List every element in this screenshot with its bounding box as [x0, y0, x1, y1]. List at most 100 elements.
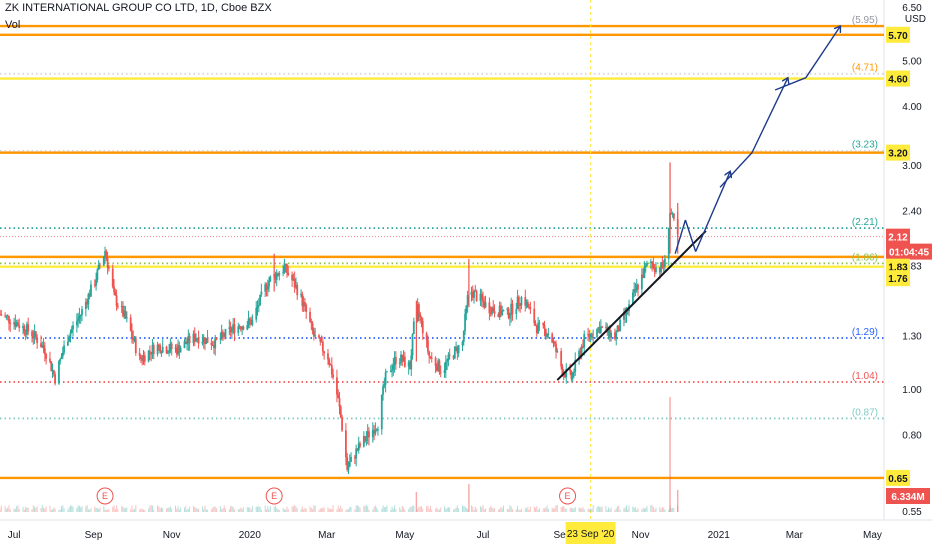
volume-bar-321	[574, 507, 576, 512]
candle-19	[33, 324, 36, 344]
candle-182	[327, 348, 329, 366]
candle-311	[556, 348, 559, 354]
candle-225	[402, 350, 405, 362]
candle-110	[196, 337, 199, 343]
volume-bar-127	[228, 508, 230, 512]
candle-268	[480, 289, 483, 307]
volume-bar-224	[401, 505, 403, 512]
volume-bar-60	[107, 509, 109, 512]
candle-196	[350, 452, 352, 463]
candle-304	[544, 328, 547, 340]
candle-259	[464, 308, 466, 336]
price-tick-3: 3.00	[902, 161, 922, 172]
candle-246	[439, 365, 442, 378]
volume-bar-257	[461, 505, 463, 512]
candle-85	[151, 338, 154, 360]
candle-65	[115, 289, 118, 311]
candle-26	[45, 352, 48, 365]
volume-bar-53	[95, 508, 97, 512]
volume-bar-150	[268, 509, 270, 512]
currency-label: USD	[905, 14, 926, 25]
svg-text:23 Sep '20: 23 Sep '20	[567, 529, 615, 540]
candle-368	[660, 262, 662, 276]
candle-300	[537, 317, 539, 335]
volume-bar-171	[305, 508, 307, 512]
candle-150	[268, 276, 270, 293]
candle-297	[533, 301, 536, 327]
volume-bar-121	[216, 508, 218, 512]
candle-240	[429, 356, 432, 360]
volume-bar-239	[428, 508, 430, 512]
candle-127	[228, 319, 231, 336]
candle-94	[168, 343, 171, 357]
candle-17	[31, 329, 33, 343]
volume-bar-112	[201, 506, 203, 512]
candle-73	[131, 323, 133, 344]
projection-segment-2	[695, 171, 731, 252]
candle-275	[492, 300, 495, 313]
volume-bar-322	[578, 507, 580, 512]
candle-164	[293, 271, 296, 293]
volume-bar-256	[458, 508, 460, 512]
candle-188	[337, 389, 340, 399]
candle-276	[493, 304, 496, 318]
volume-bar-226	[404, 509, 406, 512]
volume-bar-111	[198, 508, 200, 512]
volume-bar-11	[18, 508, 20, 512]
candle-247	[443, 362, 446, 378]
candle-237	[425, 331, 428, 348]
candle-76	[134, 335, 137, 356]
volume-bar-17	[31, 509, 33, 512]
volume-bar-176	[314, 505, 316, 512]
volume-bar-329	[590, 508, 592, 512]
fib-label-5: (1.29)	[852, 327, 878, 338]
candle-168	[301, 291, 304, 312]
candle-60	[106, 251, 109, 275]
volume-bar-301	[538, 508, 540, 512]
volume-bar-349	[625, 505, 627, 512]
candle-49	[87, 292, 90, 310]
candle-154	[275, 269, 278, 287]
candle-374	[670, 208, 673, 215]
volume-indicator-label[interactable]: Vol	[5, 19, 21, 31]
candle-95	[169, 338, 172, 354]
volume-bar-57	[103, 506, 105, 512]
volume-bar-230	[412, 505, 414, 512]
candle-61	[107, 265, 110, 272]
candle-131	[233, 317, 236, 342]
candle-260	[465, 305, 468, 321]
volume-bar-345	[618, 506, 620, 512]
volume-bar-153	[274, 505, 276, 512]
candle-185	[330, 357, 333, 379]
candle-161	[287, 265, 290, 277]
volume-bar-185	[331, 509, 333, 512]
candle-218	[391, 363, 393, 378]
volume-bar-319	[572, 508, 574, 512]
volume-bar-289	[518, 509, 520, 512]
candle-133	[238, 324, 241, 330]
volume-bar-72	[130, 509, 132, 512]
price-tick-2: 4.00	[902, 102, 922, 113]
volume-bar-220	[394, 505, 396, 512]
candle-231	[412, 317, 415, 335]
candle-215	[384, 368, 387, 393]
volume-bar-263	[472, 506, 474, 512]
volume-bar-210	[376, 507, 378, 512]
candle-193	[346, 452, 349, 472]
volume-bar-265	[474, 506, 476, 512]
candle-228	[409, 360, 411, 370]
volume-bar-155	[277, 509, 279, 512]
volume-bar-98	[176, 508, 178, 512]
volume-bar-355	[636, 509, 638, 512]
candle-27	[49, 351, 51, 364]
candle-184	[329, 363, 332, 366]
candle-328	[588, 329, 591, 342]
candle-106	[188, 332, 191, 351]
volume-bar-198	[355, 505, 357, 512]
candle-293	[525, 299, 528, 309]
volume-bar-192	[345, 509, 347, 512]
price-tag-0: 5.70	[886, 26, 910, 43]
volume-bar-120	[214, 506, 216, 512]
candle-117	[210, 338, 213, 350]
